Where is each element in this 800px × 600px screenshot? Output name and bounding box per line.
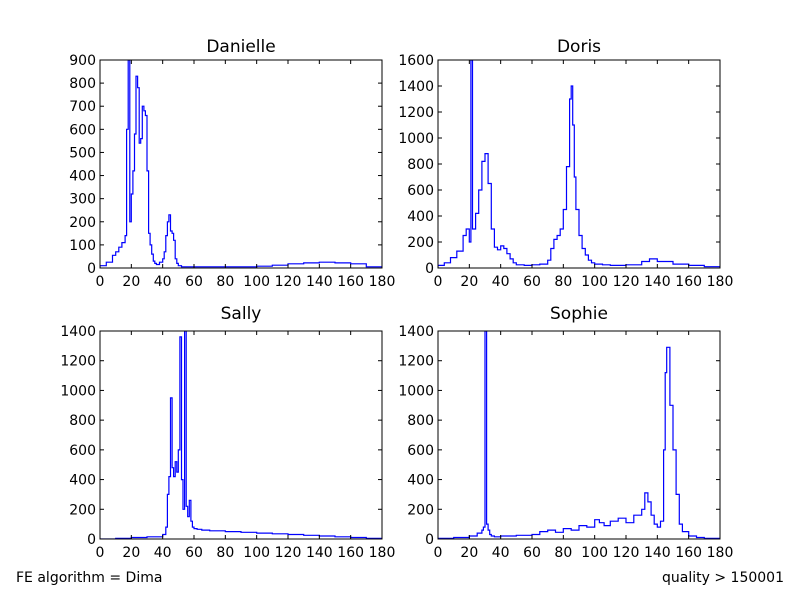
x-tick-label: 180 [707, 274, 734, 290]
x-tick-label: 0 [96, 545, 105, 561]
x-tick-label: 80 [216, 545, 234, 561]
subplot-sophie: Sophie 0 20 40 60 80 100 120 140 160 180 0 200 400 60… [398, 304, 733, 561]
x-tick-label: 160 [337, 274, 364, 290]
y-tick-label: 600 [69, 122, 96, 138]
x-tick-label: 80 [554, 274, 572, 290]
x-tick-label: 20 [460, 274, 478, 290]
footer-algorithm-label: FE algorithm = Dima [16, 570, 163, 586]
x-tick-label: 0 [434, 545, 443, 561]
subplot-danielle: Danielle 0 20 40 60 80 100 120 140 160 180 0 100 200… [69, 37, 395, 290]
axes-frame [99, 330, 383, 540]
x-tick-label: 140 [306, 274, 333, 290]
x-tick-label: 160 [675, 274, 702, 290]
chart-title: Danielle [206, 37, 275, 57]
y-tick-label: 200 [407, 502, 434, 518]
y-tick-label: 400 [69, 169, 96, 185]
y-tick-label: 700 [69, 99, 96, 115]
x-tick-label: 60 [185, 545, 203, 561]
x-tick-label: 120 [613, 274, 640, 290]
x-tick-label: 180 [369, 545, 396, 561]
x-tick-label: 120 [275, 274, 302, 290]
x-tick-label: 140 [644, 545, 671, 561]
y-tick-label: 400 [407, 473, 434, 489]
y-tick-label: 0 [425, 532, 434, 548]
y-tick-label: 800 [407, 413, 434, 429]
x-tick-label: 20 [122, 274, 140, 290]
y-tick-label: 800 [69, 76, 96, 92]
series-line [438, 331, 720, 539]
y-tick-label: 800 [69, 413, 96, 429]
y-tick-label: 1200 [60, 354, 96, 370]
y-tick-label: 600 [69, 443, 96, 459]
series-line [438, 60, 720, 268]
x-tick-label: 180 [369, 274, 396, 290]
y-tick-label: 0 [87, 532, 96, 548]
x-tick-label: 0 [434, 274, 443, 290]
y-tick-label: 1600 [398, 53, 434, 69]
y-tick-label: 1400 [398, 79, 434, 95]
x-tick-label: 140 [644, 274, 671, 290]
y-tick-label: 200 [407, 235, 434, 251]
x-tick-label: 60 [185, 274, 203, 290]
x-tick-label: 100 [243, 545, 270, 561]
y-tick-label: 400 [69, 473, 96, 489]
y-tick-label: 1400 [60, 324, 96, 340]
y-tick-label: 600 [407, 443, 434, 459]
subplot-sally: Sally 0 20 40 60 80 100 120 140 160 180 0 200 400 600… [60, 304, 395, 561]
y-tick-label: 1000 [398, 131, 434, 147]
x-tick-label: 40 [492, 274, 510, 290]
series-line [100, 331, 382, 539]
y-tick-label: 1000 [60, 383, 96, 399]
x-tick-label: 0 [96, 274, 105, 290]
x-tick-label: 40 [154, 545, 172, 561]
series-line [100, 60, 382, 268]
y-tick-label: 400 [407, 209, 434, 225]
x-tick-label: 80 [554, 545, 572, 561]
x-tick-label: 100 [581, 274, 608, 290]
x-tick-label: 180 [707, 545, 734, 561]
x-tick-label: 40 [492, 545, 510, 561]
chart-title: Doris [557, 37, 601, 57]
y-tick-label: 300 [69, 192, 96, 208]
x-tick-label: 160 [675, 545, 702, 561]
x-tick-label: 160 [337, 545, 364, 561]
axes-frame [437, 330, 721, 540]
x-tick-label: 20 [122, 545, 140, 561]
axes-frame [437, 59, 721, 269]
y-tick-label: 900 [69, 53, 96, 69]
chart-title: Sally [221, 304, 262, 324]
x-tick-label: 40 [154, 274, 172, 290]
y-tick-label: 1400 [398, 324, 434, 340]
x-tick-label: 120 [275, 545, 302, 561]
y-tick-label: 1200 [398, 354, 434, 370]
x-tick-label: 20 [460, 545, 478, 561]
x-tick-label: 100 [243, 274, 270, 290]
x-tick-label: 60 [523, 274, 541, 290]
y-tick-label: 100 [69, 238, 96, 254]
y-tick-label: 200 [69, 215, 96, 231]
axes-frame [99, 59, 383, 269]
footer-quality-label: quality > 150001 [662, 570, 784, 586]
y-tick-label: 0 [87, 261, 96, 277]
y-tick-label: 200 [69, 502, 96, 518]
y-tick-label: 600 [407, 183, 434, 199]
x-tick-label: 100 [581, 545, 608, 561]
x-tick-label: 80 [216, 274, 234, 290]
y-tick-label: 1200 [398, 105, 434, 121]
y-tick-label: 500 [69, 145, 96, 161]
y-tick-label: 0 [425, 261, 434, 277]
x-tick-label: 120 [613, 545, 640, 561]
x-tick-label: 60 [523, 545, 541, 561]
y-tick-label: 1000 [398, 383, 434, 399]
subplot-doris: Doris 0 20 40 60 80 100 120 140 160 180 0 200 400 600… [398, 37, 733, 290]
y-tick-label: 800 [407, 157, 434, 173]
chart-title: Sophie [550, 304, 608, 324]
x-tick-label: 140 [306, 545, 333, 561]
